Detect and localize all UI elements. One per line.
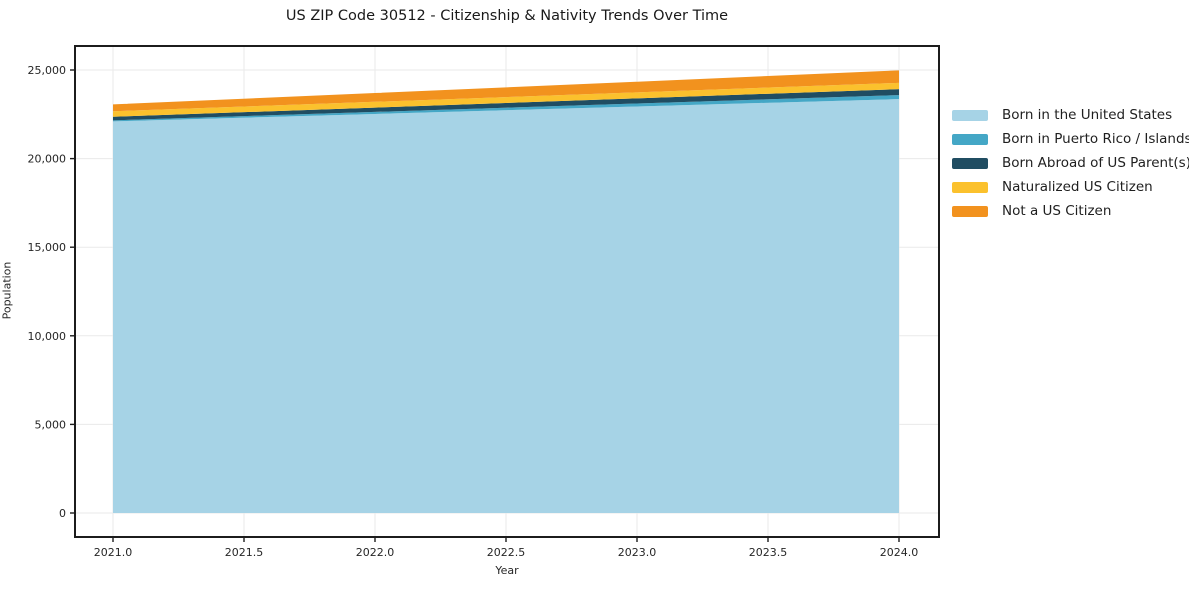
legend-swatch-icon (952, 133, 988, 145)
legend-swatch-icon (952, 205, 988, 217)
legend-item-3: Naturalized US Citizen (952, 175, 1189, 199)
legend-label: Not a US Citizen (1002, 203, 1112, 219)
legend-label: Born in Puerto Rico / Islands (1002, 131, 1189, 147)
y-axis-label: Population (0, 261, 14, 320)
area-series-2 (113, 89, 899, 121)
x-tick-label: 2024.0 (880, 546, 919, 559)
x-tick-label: 2021.0 (94, 546, 133, 559)
area-series-1 (113, 95, 899, 122)
x-tick-label: 2022.5 (487, 546, 526, 559)
area-series-3 (113, 82, 899, 117)
x-tick-label: 2021.5 (225, 546, 264, 559)
legend: Born in the United States Born in Puerto … (952, 103, 1189, 223)
stacked-area-chart: 2021.0 2021.5 2022.0 2022.5 2023.0 2023.5 2024… (28, 45, 940, 559)
area-series-0 (113, 99, 899, 514)
legend-swatch-icon (952, 109, 988, 121)
x-tick-label: 2022.0 (356, 546, 395, 559)
y-tick-label: 25,000 (28, 64, 67, 77)
legend-swatch-icon (952, 181, 988, 193)
legend-item-1: Born in Puerto Rico / Islands (952, 127, 1189, 151)
legend-swatch-icon (952, 157, 988, 169)
legend-label: Born in the United States (1002, 107, 1173, 123)
legend-item-2: Born Abroad of US Parent(s) (952, 151, 1189, 175)
plot-frame (74, 45, 940, 538)
legend-label: Born Abroad of US Parent(s) (1002, 155, 1189, 171)
legend-label: Naturalized US Citizen (1002, 179, 1153, 195)
chart-title: US ZIP Code 30512 - Citizenship & Nativi… (285, 8, 729, 24)
y-tick-label: 5,000 (35, 418, 67, 431)
x-tick-label: 2023.0 (618, 546, 657, 559)
y-tick-label: 0 (59, 507, 66, 520)
y-tick-label: 10,000 (28, 330, 67, 343)
legend-item-0: Born in the United States (952, 103, 1189, 127)
x-tick-label: 2023.5 (749, 546, 788, 559)
legend-item-4: Not a US Citizen (952, 199, 1189, 223)
x-axis-label: Year (495, 564, 519, 577)
area-series-4 (113, 70, 899, 112)
y-tick-label: 20,000 (28, 153, 67, 166)
y-tick-label: 15,000 (28, 241, 67, 254)
